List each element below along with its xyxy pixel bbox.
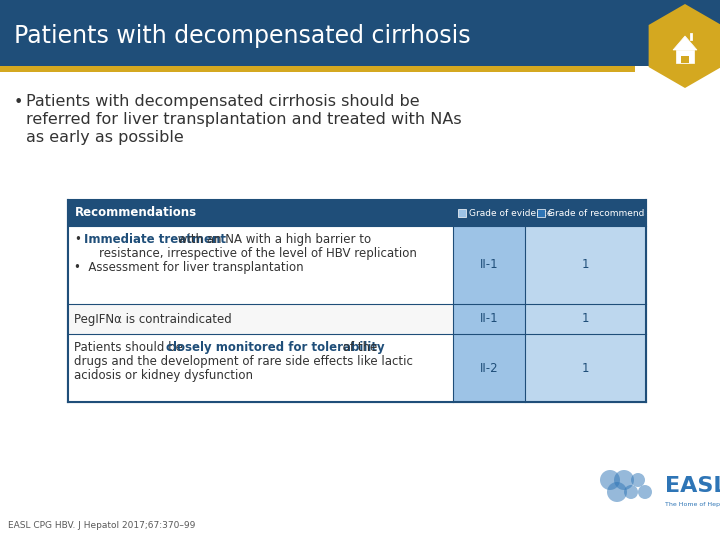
- Text: acidosis or kidney dysfunction: acidosis or kidney dysfunction: [74, 369, 253, 382]
- FancyBboxPatch shape: [453, 334, 525, 402]
- Text: Grade of evidence: Grade of evidence: [469, 208, 552, 218]
- Text: of the: of the: [339, 341, 377, 354]
- FancyBboxPatch shape: [68, 226, 453, 304]
- FancyBboxPatch shape: [453, 226, 525, 304]
- FancyBboxPatch shape: [537, 209, 545, 217]
- Text: 1: 1: [582, 361, 589, 375]
- FancyBboxPatch shape: [458, 209, 466, 217]
- Text: drugs and the development of rare side effects like lactic: drugs and the development of rare side e…: [74, 355, 413, 368]
- Text: The Home of Hepatology: The Home of Hepatology: [665, 502, 720, 507]
- FancyBboxPatch shape: [676, 50, 694, 63]
- Text: EASL: EASL: [665, 476, 720, 496]
- Text: •: •: [74, 233, 81, 246]
- FancyBboxPatch shape: [68, 200, 646, 402]
- Text: Patients should be: Patients should be: [74, 341, 186, 354]
- Text: EASL CPG HBV. J Hepatol 2017;67:370–99: EASL CPG HBV. J Hepatol 2017;67:370–99: [8, 521, 195, 530]
- FancyBboxPatch shape: [0, 66, 635, 72]
- Text: Grade of recommendation: Grade of recommendation: [548, 208, 667, 218]
- Text: •  Assessment for liver transplantation: • Assessment for liver transplantation: [74, 261, 304, 274]
- Text: Patients with decompensated cirrhosis: Patients with decompensated cirrhosis: [14, 24, 471, 48]
- FancyBboxPatch shape: [525, 226, 646, 304]
- Circle shape: [614, 470, 634, 490]
- FancyBboxPatch shape: [68, 334, 453, 402]
- FancyBboxPatch shape: [525, 334, 646, 402]
- Text: with an NA with a high barrier to: with an NA with a high barrier to: [174, 233, 371, 246]
- Text: 1: 1: [582, 313, 589, 326]
- FancyBboxPatch shape: [453, 304, 525, 334]
- Text: Recommendations: Recommendations: [75, 206, 197, 219]
- Text: closely monitored for tolerability: closely monitored for tolerability: [166, 341, 384, 354]
- Polygon shape: [673, 36, 697, 50]
- Text: II-2: II-2: [480, 361, 498, 375]
- Circle shape: [607, 482, 627, 502]
- Text: resistance, irrespective of the level of HBV replication: resistance, irrespective of the level of…: [84, 247, 417, 260]
- Text: •: •: [14, 95, 23, 110]
- Text: Patients with decompensated cirrhosis should be: Patients with decompensated cirrhosis sh…: [26, 94, 420, 109]
- Circle shape: [638, 485, 652, 499]
- Text: Immediate treatment: Immediate treatment: [84, 233, 226, 246]
- FancyBboxPatch shape: [68, 304, 453, 334]
- Circle shape: [600, 470, 620, 490]
- Text: II-1: II-1: [480, 259, 498, 272]
- FancyBboxPatch shape: [68, 200, 646, 226]
- Text: 1: 1: [582, 259, 589, 272]
- FancyBboxPatch shape: [681, 56, 689, 63]
- Text: referred for liver transplantation and treated with NAs: referred for liver transplantation and t…: [26, 112, 462, 127]
- Polygon shape: [649, 4, 720, 88]
- Circle shape: [624, 485, 638, 499]
- Text: II-1: II-1: [480, 313, 498, 326]
- FancyBboxPatch shape: [525, 304, 646, 334]
- Text: PegIFNα is contraindicated: PegIFNα is contraindicated: [74, 313, 232, 326]
- Text: as early as possible: as early as possible: [26, 130, 184, 145]
- Circle shape: [631, 473, 645, 487]
- FancyBboxPatch shape: [0, 0, 720, 66]
